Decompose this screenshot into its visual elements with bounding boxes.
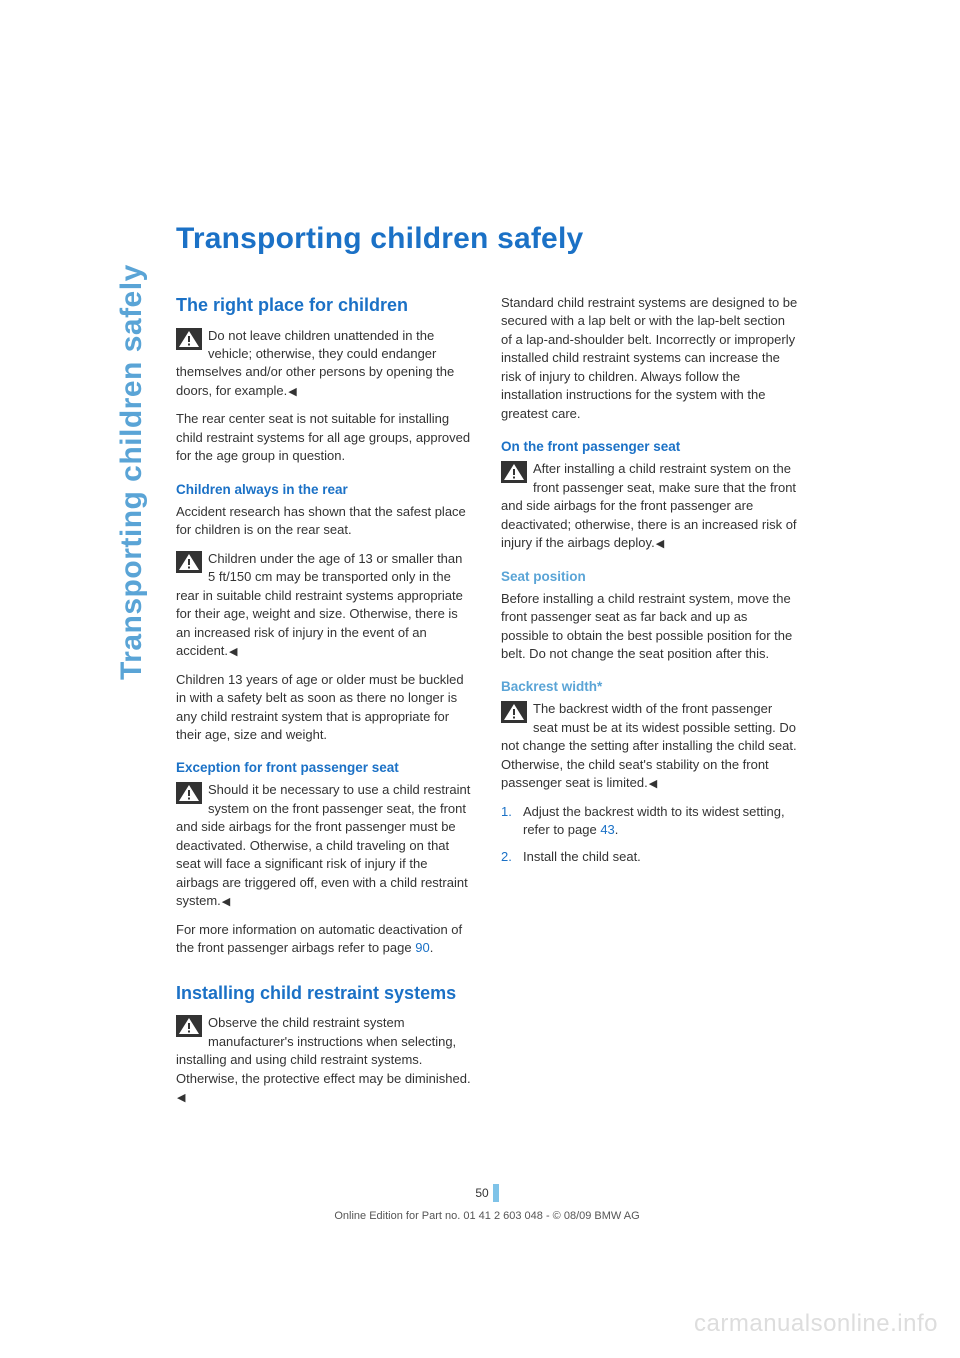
list-item: 1. Adjust the backrest width to its wide… bbox=[501, 803, 798, 840]
end-marker-icon: ◀ bbox=[177, 1091, 185, 1107]
list-number: 2. bbox=[501, 848, 512, 866]
body-text: Accident research has shown that the saf… bbox=[176, 503, 473, 540]
page-link-43[interactable]: 43 bbox=[600, 822, 614, 837]
heading-right-place: The right place for children bbox=[176, 294, 473, 317]
sidebar-section-title: Transporting children safely bbox=[115, 264, 149, 680]
right-column: Standard child restraint systems are des… bbox=[501, 294, 798, 1117]
warning-front-seat: Should it be necessary to use a child re… bbox=[176, 781, 473, 910]
text-segment: . bbox=[615, 822, 619, 837]
list-number: 1. bbox=[501, 803, 512, 821]
text-segment: . bbox=[430, 940, 434, 955]
text-segment: Install the child seat. bbox=[523, 849, 641, 864]
left-column: The right place for children Do not leav… bbox=[176, 294, 473, 1117]
heading-exception-front: Exception for front passenger seat bbox=[176, 760, 473, 775]
page-number-block: 50 bbox=[176, 1184, 798, 1202]
warning-manufacturer: Observe the child restraint system manuf… bbox=[176, 1014, 473, 1106]
body-text: Before installing a child restraint syst… bbox=[501, 590, 798, 664]
end-marker-icon: ◀ bbox=[649, 777, 657, 793]
end-marker-icon: ◀ bbox=[656, 537, 664, 553]
text-segment: Adjust the backrest width to its widest … bbox=[523, 804, 785, 837]
page-number: 50 bbox=[475, 1186, 488, 1200]
warning-after-install: After installing a child restraint syste… bbox=[501, 460, 798, 552]
heading-children-rear: Children always in the rear bbox=[176, 482, 473, 497]
body-text: Standard child restraint systems are des… bbox=[501, 294, 798, 423]
heading-on-front-seat: On the front passenger seat bbox=[501, 439, 798, 454]
body-text: For more information on automatic deacti… bbox=[176, 921, 473, 958]
end-marker-icon: ◀ bbox=[222, 895, 230, 911]
warning-text: After installing a child restraint syste… bbox=[501, 461, 797, 550]
heading-backrest-width: Backrest width* bbox=[501, 679, 798, 694]
page-number-bar bbox=[493, 1184, 499, 1202]
page-title: Transporting children safely bbox=[176, 222, 798, 256]
warning-icon bbox=[176, 328, 202, 350]
page-link-90[interactable]: 90 bbox=[415, 940, 429, 955]
end-marker-icon: ◀ bbox=[229, 645, 237, 661]
body-text: The rear center seat is not suitable for… bbox=[176, 410, 473, 465]
warning-icon bbox=[501, 461, 527, 483]
heading-installing-systems: Installing child restraint systems bbox=[176, 982, 473, 1005]
list-item: 2. Install the child seat. bbox=[501, 848, 798, 866]
numbered-list: 1. Adjust the backrest width to its wide… bbox=[501, 803, 798, 866]
footer-text: Online Edition for Part no. 01 41 2 603 … bbox=[176, 1210, 798, 1222]
two-column-layout: The right place for children Do not leav… bbox=[176, 294, 798, 1117]
warning-text: Observe the child restraint system manuf… bbox=[176, 1015, 471, 1085]
warning-icon bbox=[176, 551, 202, 573]
warning-icon bbox=[176, 782, 202, 804]
warning-icon bbox=[176, 1015, 202, 1037]
warning-backrest: The backrest width of the front passenge… bbox=[501, 700, 798, 792]
warning-age-13: Children under the age of 13 or smaller … bbox=[176, 550, 473, 661]
watermark: carmanualsonline.info bbox=[694, 1310, 938, 1338]
page-content: Transporting children safely The right p… bbox=[176, 222, 798, 1117]
warning-text: Should it be necessary to use a child re… bbox=[176, 782, 470, 908]
warning-unattended: Do not leave children unattended in the … bbox=[176, 327, 473, 401]
warning-icon bbox=[501, 701, 527, 723]
warning-text: Children under the age of 13 or smaller … bbox=[176, 551, 463, 658]
end-marker-icon: ◀ bbox=[288, 385, 296, 401]
heading-seat-position: Seat position bbox=[501, 569, 798, 584]
warning-text: Do not leave children unattended in the … bbox=[176, 328, 454, 398]
body-text: Children 13 years of age or older must b… bbox=[176, 671, 473, 745]
